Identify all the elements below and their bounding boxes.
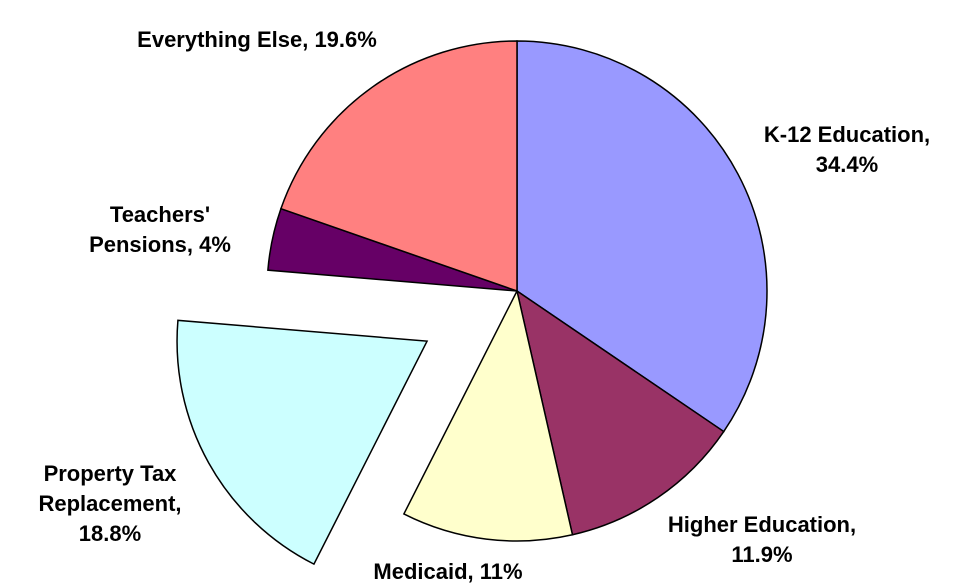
pie-slice xyxy=(176,319,429,566)
slice-label: Teachers' Pensions, 4% xyxy=(89,202,231,257)
slice-label: Medicaid, 11% xyxy=(373,559,523,584)
slice-label: Higher Education, 11.9% xyxy=(667,512,857,567)
pie-slice xyxy=(516,40,768,433)
pie-slice xyxy=(279,40,518,293)
pie-slice xyxy=(515,289,725,536)
slice-label: Everything Else, 19.6% xyxy=(137,27,377,52)
pie-slice xyxy=(402,288,574,542)
slice-label: K-12 Education, 34.4% xyxy=(763,122,931,177)
slice-label: Property Tax Replacement, 18.8% xyxy=(38,461,182,546)
